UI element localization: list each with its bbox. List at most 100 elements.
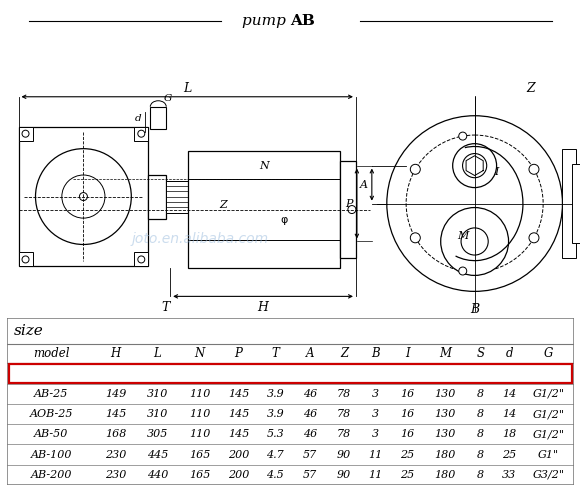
Circle shape <box>459 132 467 140</box>
Circle shape <box>138 130 145 137</box>
Text: 57: 57 <box>303 450 317 460</box>
Text: 145: 145 <box>228 409 249 419</box>
Text: 11: 11 <box>502 368 517 379</box>
Text: L: L <box>183 82 191 95</box>
Text: Z: Z <box>219 200 227 209</box>
Text: 149: 149 <box>105 389 126 399</box>
Text: 120: 120 <box>228 368 249 379</box>
Text: 3.9: 3.9 <box>267 409 284 419</box>
Text: G1/2": G1/2" <box>533 429 565 439</box>
Text: A: A <box>306 347 314 360</box>
Text: 78: 78 <box>337 389 352 399</box>
Text: 3: 3 <box>372 368 379 379</box>
Text: 8: 8 <box>477 450 484 460</box>
Text: size: size <box>14 324 44 338</box>
Text: 3.6: 3.6 <box>267 368 284 379</box>
Circle shape <box>22 130 29 137</box>
Bar <box>134 127 148 140</box>
Text: 90: 90 <box>192 368 207 379</box>
Text: T: T <box>271 347 279 360</box>
Text: 78: 78 <box>337 409 352 419</box>
Text: Z: Z <box>340 347 348 360</box>
Text: 310: 310 <box>147 389 168 399</box>
Circle shape <box>348 206 356 213</box>
Text: 14: 14 <box>502 409 517 419</box>
Circle shape <box>461 228 488 255</box>
Text: T: T <box>161 301 170 314</box>
Text: B: B <box>470 303 479 316</box>
Text: AB-50: AB-50 <box>34 429 69 439</box>
Bar <box>19 252 33 266</box>
Text: 3.9: 3.9 <box>267 389 284 399</box>
Text: 4.7: 4.7 <box>267 450 284 460</box>
Text: joto.en.alibaba.com: joto.en.alibaba.com <box>132 232 269 246</box>
Text: 16: 16 <box>400 389 414 399</box>
Circle shape <box>138 256 145 263</box>
Text: G1/2": G1/2" <box>533 389 565 399</box>
Text: 3: 3 <box>372 429 379 439</box>
Text: 90: 90 <box>337 450 352 460</box>
Bar <box>150 107 166 129</box>
Text: 16: 16 <box>400 409 414 419</box>
Circle shape <box>529 233 539 243</box>
Text: 5.3: 5.3 <box>267 429 284 439</box>
Text: 90: 90 <box>337 470 352 480</box>
Text: AB-12: AB-12 <box>34 368 69 379</box>
Text: 305: 305 <box>147 429 168 439</box>
Text: 46: 46 <box>303 409 317 419</box>
Text: 40: 40 <box>303 368 317 379</box>
Text: P: P <box>345 199 353 208</box>
Text: 105: 105 <box>435 368 456 379</box>
Text: 8: 8 <box>477 429 484 439</box>
Circle shape <box>462 154 487 178</box>
Bar <box>572 164 581 243</box>
Text: M: M <box>457 231 468 242</box>
Text: B: B <box>371 347 380 360</box>
Text: 16: 16 <box>400 429 414 439</box>
Circle shape <box>22 256 29 263</box>
Circle shape <box>35 149 131 244</box>
Circle shape <box>441 208 508 276</box>
Circle shape <box>453 144 497 188</box>
Bar <box>19 127 33 140</box>
Text: 46: 46 <box>303 429 317 439</box>
Text: M: M <box>439 347 451 360</box>
Bar <box>19 127 148 266</box>
Bar <box>340 161 356 259</box>
Text: 200: 200 <box>228 450 249 460</box>
Bar <box>166 181 188 212</box>
Text: G1/2": G1/2" <box>533 409 565 419</box>
Text: 70: 70 <box>337 368 352 379</box>
Text: I: I <box>494 167 498 176</box>
Text: d: d <box>135 114 142 123</box>
Text: 445: 445 <box>147 450 168 460</box>
Text: 110: 110 <box>189 389 210 399</box>
Text: 25: 25 <box>400 470 414 480</box>
Text: 46: 46 <box>303 389 317 399</box>
Text: 33: 33 <box>502 470 517 480</box>
Text: H: H <box>257 301 268 314</box>
Text: G: G <box>164 94 173 103</box>
Text: 145: 145 <box>105 409 126 419</box>
Text: L: L <box>153 347 162 360</box>
Circle shape <box>410 164 420 174</box>
Text: 134: 134 <box>105 368 126 379</box>
Text: 310: 310 <box>147 409 168 419</box>
Text: 130: 130 <box>435 409 456 419</box>
Text: 57: 57 <box>303 470 317 480</box>
Text: 11: 11 <box>369 470 383 480</box>
Circle shape <box>80 192 87 201</box>
Text: G1": G1" <box>538 450 560 460</box>
Text: G: G <box>544 347 554 360</box>
Bar <box>9 364 572 383</box>
Text: 180: 180 <box>435 470 456 480</box>
Text: 440: 440 <box>147 470 168 480</box>
Text: AB-200: AB-200 <box>31 470 72 480</box>
Text: 25: 25 <box>400 450 414 460</box>
Text: 180: 180 <box>435 450 456 460</box>
Text: 18: 18 <box>502 429 517 439</box>
Text: 8: 8 <box>477 470 484 480</box>
Circle shape <box>459 267 467 275</box>
Text: G3/8": G3/8" <box>533 368 565 379</box>
Text: AB-100: AB-100 <box>31 450 72 460</box>
